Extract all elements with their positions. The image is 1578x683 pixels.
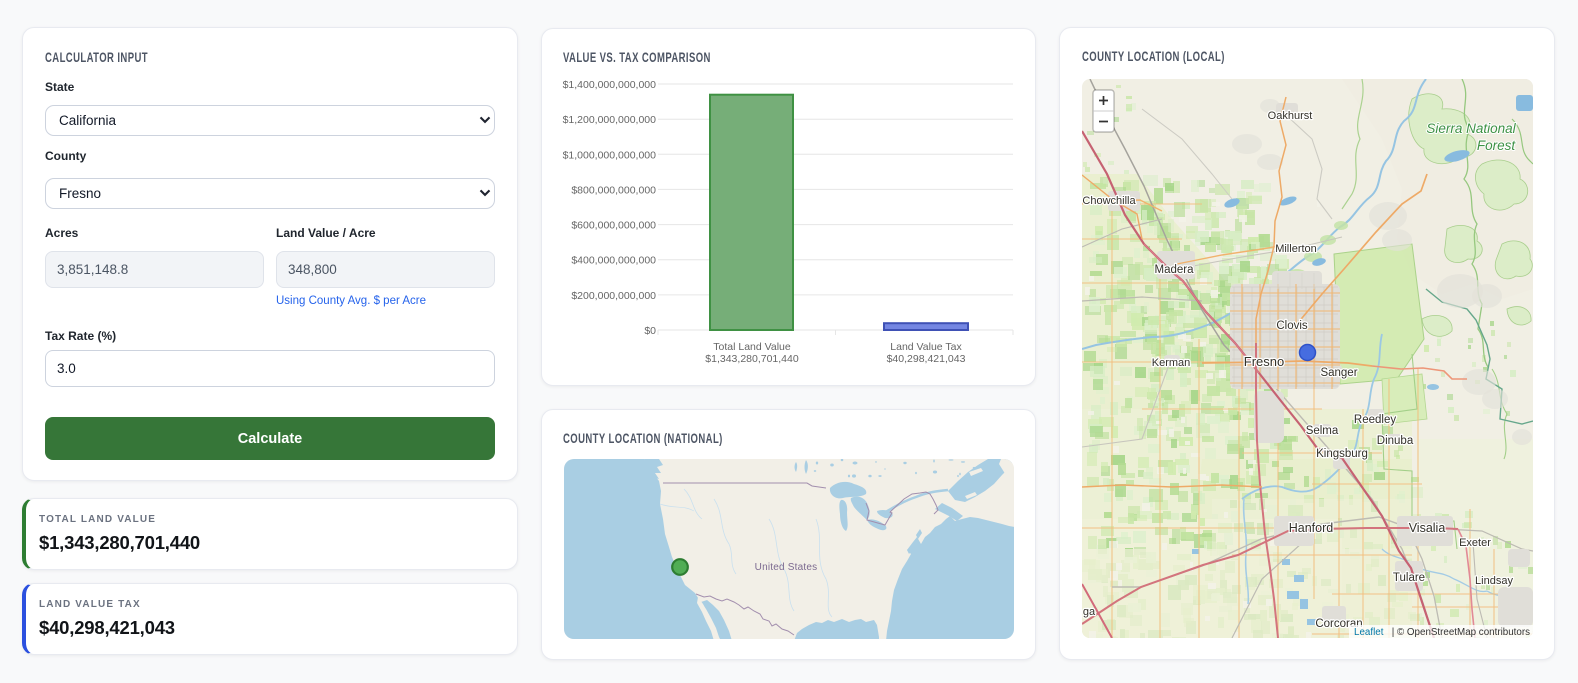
- svg-text:$1,000,000,000,000: $1,000,000,000,000: [563, 149, 657, 161]
- svg-text:Total Land Value: Total Land Value: [713, 341, 791, 353]
- svg-text:$200,000,000,000: $200,000,000,000: [571, 290, 656, 302]
- svg-text:Sanger: Sanger: [1320, 367, 1357, 379]
- svg-text:$1,343,280,701,440: $1,343,280,701,440: [705, 353, 799, 365]
- svg-text:Clovis: Clovis: [1276, 320, 1308, 332]
- svg-text:Fresno: Fresno: [1244, 354, 1284, 369]
- svg-text:Oakhurst: Oakhurst: [1268, 110, 1313, 122]
- svg-text:Exeter: Exeter: [1459, 537, 1491, 549]
- svg-text:$1,400,000,000,000: $1,400,000,000,000: [563, 79, 657, 91]
- svg-text:$40,298,421,043: $40,298,421,043: [887, 353, 966, 365]
- svg-text:United States: United States: [755, 562, 818, 573]
- svg-text:Millerton: Millerton: [1275, 243, 1317, 255]
- svg-text:Kerman: Kerman: [1152, 357, 1191, 369]
- svg-text:$1,200,000,000,000: $1,200,000,000,000: [563, 114, 657, 126]
- svg-text:Sierra National: Sierra National: [1426, 121, 1516, 136]
- svg-text:Leaflet: Leaflet: [1354, 627, 1384, 638]
- svg-text:$800,000,000,000: $800,000,000,000: [571, 184, 656, 196]
- svg-text:Tulare: Tulare: [1393, 572, 1425, 584]
- svg-text:Lindsay: Lindsay: [1475, 575, 1513, 587]
- svg-text:Kingsburg: Kingsburg: [1316, 448, 1368, 460]
- svg-text:Land Value Tax: Land Value Tax: [890, 341, 962, 353]
- svg-text:ga: ga: [1083, 606, 1096, 618]
- svg-text:$400,000,000,000: $400,000,000,000: [571, 255, 656, 267]
- svg-text:Reedley: Reedley: [1354, 414, 1396, 426]
- svg-text:$0: $0: [644, 325, 656, 337]
- svg-text:Hanford: Hanford: [1289, 521, 1334, 535]
- svg-text:Madera: Madera: [1155, 264, 1195, 276]
- svg-text:Forest: Forest: [1477, 138, 1517, 153]
- svg-text:| © OpenStreetMap contributors: | © OpenStreetMap contributors: [1392, 627, 1530, 638]
- svg-text:$600,000,000,000: $600,000,000,000: [571, 220, 656, 232]
- svg-text:Chowchilla: Chowchilla: [1082, 195, 1136, 207]
- svg-text:Selma: Selma: [1306, 425, 1339, 437]
- svg-text:Dinuba: Dinuba: [1377, 435, 1414, 447]
- svg-text:Visalia: Visalia: [1409, 521, 1446, 535]
